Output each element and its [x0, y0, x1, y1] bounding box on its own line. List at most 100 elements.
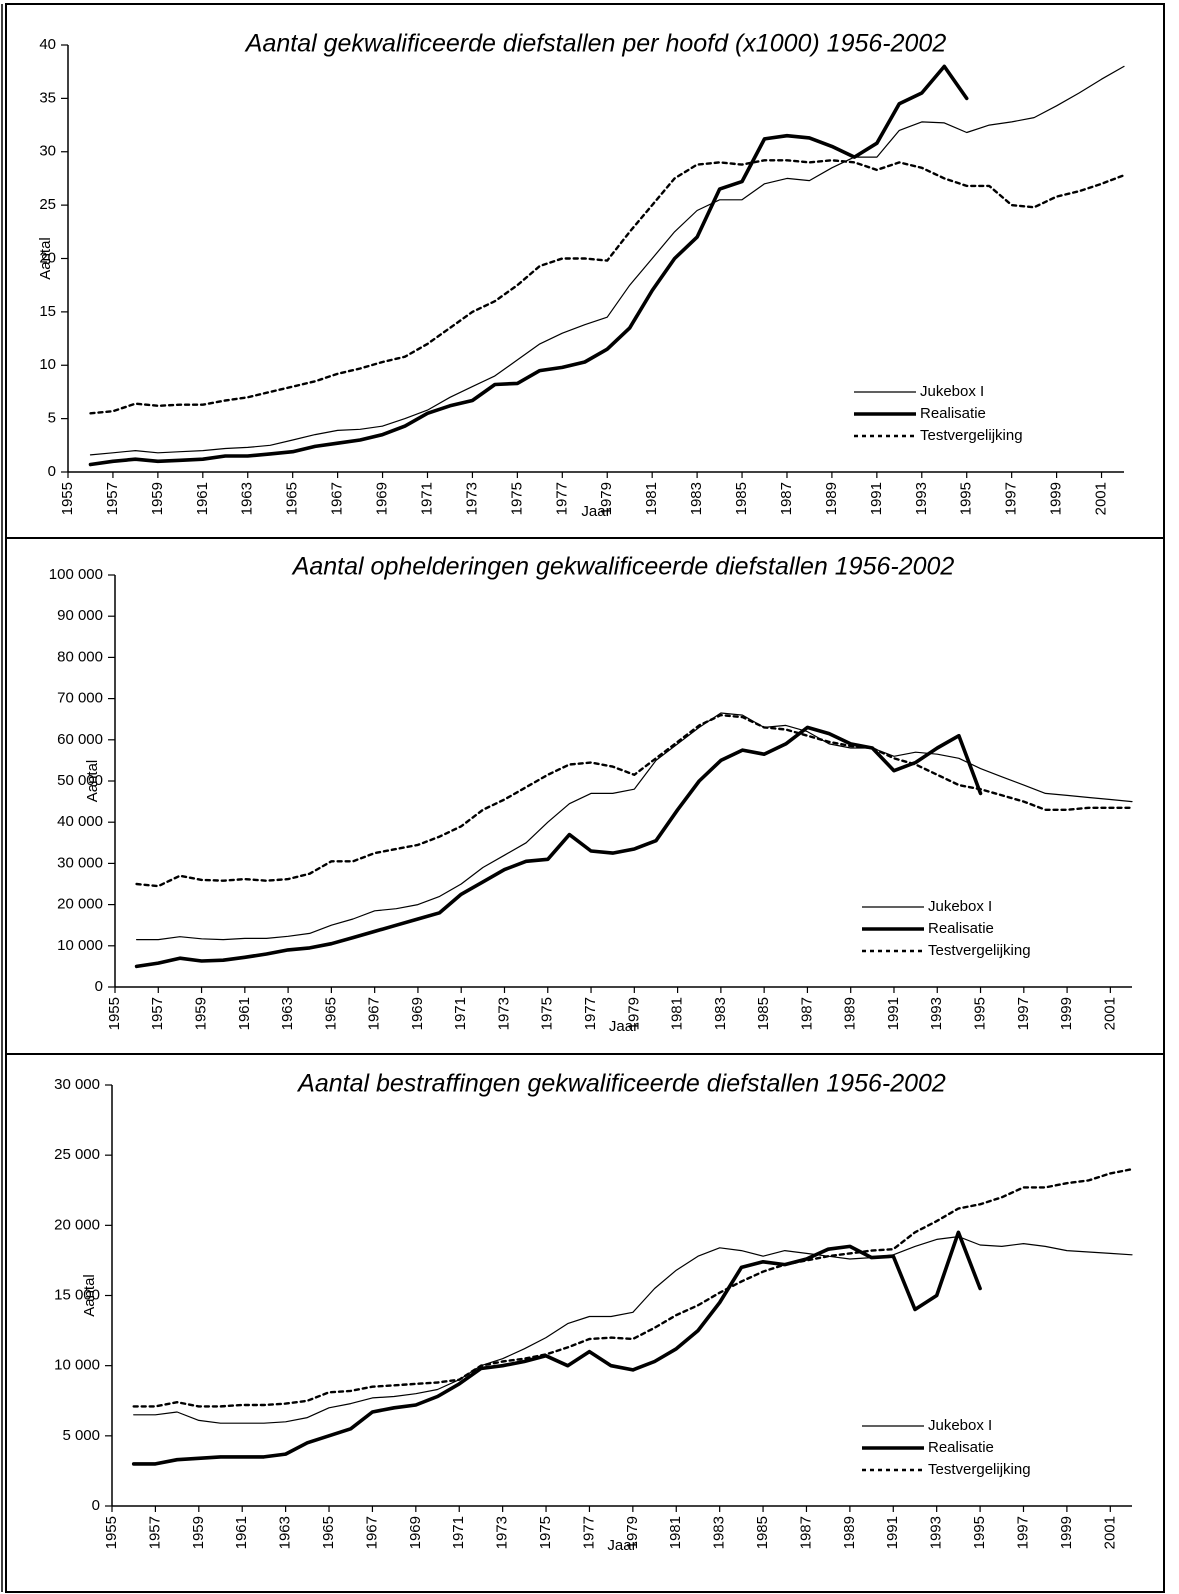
x-tick-label: 1965 — [284, 482, 301, 515]
x-tick-label: 1997 — [1014, 1516, 1031, 1549]
x-tick-label: 1991 — [868, 482, 885, 515]
x-tick-label: 1955 — [59, 482, 76, 515]
x-tick-label: 1979 — [598, 482, 615, 515]
y-tick-label: 5 — [48, 410, 56, 427]
x-tick-label: 1987 — [778, 482, 795, 515]
x-tick-label: 1961 — [233, 1516, 250, 1549]
y-tick-label: 30 — [39, 143, 56, 160]
x-tick-label: 1995 — [971, 1516, 988, 1549]
x-tick-label: 1985 — [733, 482, 750, 515]
x-tick-label: 1999 — [1058, 997, 1075, 1030]
x-tick-label: 1981 — [643, 482, 660, 515]
x-tick-label: 1975 — [508, 482, 525, 515]
x-tick-label: 1991 — [885, 997, 902, 1030]
x-tick-label: 2001 — [1101, 997, 1118, 1030]
x-tick-label: 1997 — [1003, 482, 1020, 515]
y-tick-label: 10 — [39, 356, 56, 373]
y-tick-label: 35 — [39, 89, 56, 106]
y-axis-label: Aantal — [81, 1274, 98, 1317]
chart-title: Aantal bestraffingen gekwalificeerde die… — [296, 1070, 946, 1098]
x-tick-label: 1979 — [625, 997, 642, 1030]
chart-title: Aantal gekwalificeerde diefstallen per h… — [244, 30, 947, 58]
x-tick-label: 1965 — [320, 1516, 337, 1549]
y-tick-label: 20 — [39, 249, 56, 266]
x-tick-label: 1959 — [190, 1516, 207, 1549]
y-tick-label: 0 — [48, 463, 56, 480]
x-tick-label: 1971 — [450, 1516, 467, 1549]
y-tick-label: 25 — [39, 196, 56, 213]
legend-label: Testvergelijking — [928, 1461, 1031, 1478]
series-line — [135, 713, 1134, 888]
x-tick-label: 1957 — [149, 997, 166, 1030]
legend-label: Jukebox I — [928, 1417, 992, 1434]
y-axis-label: Aantal — [37, 237, 54, 280]
y-axis-label: Aantal — [84, 760, 101, 803]
x-tick-label: 1977 — [582, 997, 599, 1030]
x-tick-label: 2001 — [1093, 482, 1110, 515]
x-tick-label: 1973 — [495, 997, 512, 1030]
y-tick-label: 10 000 — [57, 937, 103, 954]
y-tick-label: 20 000 — [57, 896, 103, 913]
y-tick-label: 15 — [39, 303, 56, 320]
legend-label: Jukebox I — [920, 383, 984, 400]
y-tick-label: 60 000 — [57, 731, 103, 748]
legend-label: Realisatie — [928, 920, 994, 937]
series-line — [134, 725, 983, 969]
legend-label: Realisatie — [928, 1439, 994, 1456]
x-tick-label: 1959 — [149, 482, 166, 515]
x-tick-label: 1967 — [366, 997, 383, 1030]
x-tick-label: 1989 — [842, 997, 859, 1030]
x-tick-label: 1993 — [928, 1516, 945, 1549]
x-tick-label: 1979 — [624, 1516, 641, 1549]
x-tick-label: 1983 — [688, 482, 705, 515]
series-line — [89, 65, 1125, 456]
legend-label: Testvergelijking — [920, 427, 1023, 444]
x-tick-label: 1969 — [407, 1516, 424, 1549]
legend-label: Realisatie — [920, 405, 986, 422]
x-tick-label: 1985 — [754, 1516, 771, 1549]
series-line — [136, 712, 1133, 941]
x-tick-label: 1987 — [797, 1516, 814, 1549]
x-tick-label: 1999 — [1058, 1516, 1075, 1549]
x-tick-label: 1991 — [884, 1516, 901, 1549]
x-tick-label: 1957 — [146, 1516, 163, 1549]
x-tick-label: 1957 — [104, 482, 121, 515]
x-tick-label: 1973 — [463, 482, 480, 515]
x-tick-label: 1993 — [913, 482, 930, 515]
x-tick-label: 1973 — [494, 1516, 511, 1549]
x-tick-label: 2001 — [1101, 1516, 1118, 1549]
y-tick-label: 25 000 — [54, 1146, 100, 1163]
x-tick-label: 1977 — [580, 1516, 597, 1549]
series-line — [133, 1236, 1133, 1424]
x-tick-label: 1975 — [537, 1516, 554, 1549]
x-tick-label: 1999 — [1048, 482, 1065, 515]
series-line — [132, 1168, 1134, 1408]
x-tick-label: 1963 — [277, 1516, 294, 1549]
x-axis-label: Jaar — [609, 1018, 638, 1035]
x-tick-label: 1963 — [239, 482, 256, 515]
x-tick-label: 1987 — [798, 997, 815, 1030]
y-tick-label: 20 000 — [54, 1216, 100, 1233]
x-tick-label: 1981 — [667, 1516, 684, 1549]
panel-frame — [5, 1053, 1165, 1593]
x-tick-label: 1997 — [1015, 997, 1032, 1030]
y-tick-label: 0 — [95, 978, 103, 995]
y-tick-label: 50 000 — [57, 772, 103, 789]
x-tick-label: 1955 — [103, 1516, 120, 1549]
x-tick-label: 1993 — [928, 997, 945, 1030]
x-tick-label: 1969 — [374, 482, 391, 515]
series-line — [89, 159, 1126, 415]
legend-label: Jukebox I — [928, 898, 992, 915]
y-tick-label: 10 000 — [54, 1357, 100, 1374]
series-line — [88, 64, 969, 467]
x-tick-label: 1981 — [669, 997, 686, 1030]
x-tick-label: 1983 — [712, 997, 729, 1030]
x-tick-label: 1967 — [329, 482, 346, 515]
x-tick-label: 1995 — [958, 482, 975, 515]
x-tick-label: 1995 — [972, 997, 989, 1030]
x-tick-label: 1971 — [418, 482, 435, 515]
x-tick-label: 1989 — [823, 482, 840, 515]
y-tick-label: 0 — [92, 1497, 100, 1514]
